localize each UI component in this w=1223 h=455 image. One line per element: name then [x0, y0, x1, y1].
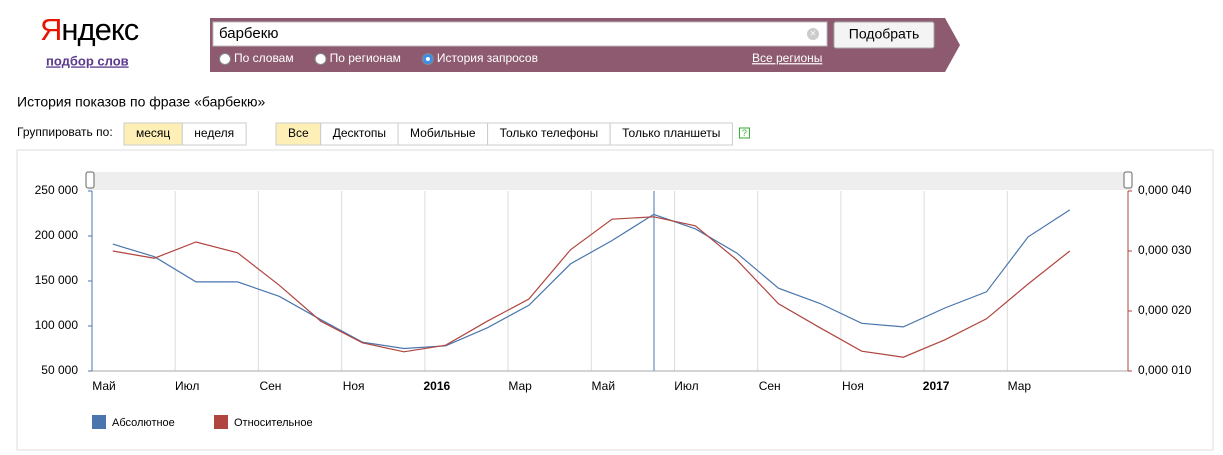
- x-tick-label: Мар: [508, 379, 532, 393]
- range-handle[interactable]: [1123, 171, 1133, 189]
- y-tick-label: 50 000: [41, 363, 78, 377]
- submit-label[interactable]: Подобрать: [849, 26, 920, 42]
- y2-tick-label: 0,000 040: [1138, 183, 1192, 197]
- y2-tick-label: 0,000 010: [1138, 363, 1192, 377]
- radio-label[interactable]: По словам: [234, 51, 294, 65]
- group-button-label[interactable]: месяц: [136, 126, 170, 140]
- x-tick-label: Мар: [1008, 379, 1032, 393]
- range-handle[interactable]: [85, 171, 95, 189]
- x-tick-label: 2017: [923, 379, 950, 393]
- radio[interactable]: [219, 53, 231, 65]
- x-tick-label: 2016: [423, 379, 450, 393]
- y-tick-label: 100 000: [35, 318, 79, 332]
- legend-swatch[interactable]: [92, 415, 106, 429]
- series-line: [112, 209, 1071, 350]
- region-link[interactable]: Все регионы: [752, 51, 822, 65]
- device-button-label[interactable]: Только планшеты: [622, 126, 720, 140]
- radio[interactable]: [314, 53, 327, 65]
- y-tick-label: 200 000: [35, 228, 79, 242]
- range-strip[interactable]: [88, 172, 1132, 190]
- device-button-label[interactable]: Только телефоны: [500, 126, 599, 140]
- x-tick-label: Сен: [259, 379, 281, 393]
- y-tick-label: 150 000: [35, 273, 79, 287]
- logo[interactable]: Яндекс: [40, 12, 140, 47]
- search-query[interactable]: барбекю: [219, 25, 279, 42]
- x-tick-label: Май: [92, 379, 116, 393]
- device-button[interactable]: [609, 122, 733, 146]
- radio-label[interactable]: История запросов: [437, 51, 538, 65]
- x-tick-label: Май: [592, 379, 616, 393]
- group-button-label[interactable]: неделя: [194, 126, 234, 140]
- history-title: История показов по фразе «барбекю»: [17, 94, 265, 110]
- radio-dot: [425, 57, 430, 61]
- x-tick-label: Ноя: [842, 379, 864, 393]
- x-tick-label: Июл: [674, 379, 698, 393]
- legend-label[interactable]: Относительное: [234, 417, 313, 429]
- group-button[interactable]: [181, 122, 247, 146]
- help-label[interactable]: ?: [742, 128, 747, 138]
- legend-swatch[interactable]: [214, 415, 228, 429]
- chart-frame: [16, 149, 1214, 451]
- y-tick-label: 250 000: [35, 183, 79, 197]
- y2-tick-label: 0,000 030: [1138, 243, 1192, 257]
- x-tick-label: Сен: [759, 379, 781, 393]
- device-button-label[interactable]: Все: [288, 126, 309, 140]
- x-tick-label: Июл: [175, 379, 199, 393]
- x-tick-label: Ноя: [343, 379, 365, 393]
- grouping-label: Группировать по:: [17, 125, 113, 139]
- radio-label[interactable]: По регионам: [330, 51, 401, 65]
- help-icon[interactable]: [738, 127, 750, 139]
- legend-label[interactable]: Абсолютное: [112, 417, 175, 429]
- y2-tick-label: 0,000 020: [1138, 303, 1192, 317]
- clear-button[interactable]: [807, 28, 819, 40]
- device-button-label[interactable]: Мобильные: [410, 126, 476, 140]
- subtitle-link[interactable]: подбор слов: [46, 53, 129, 68]
- clear-icon: ×: [810, 29, 816, 40]
- device-button-label[interactable]: Десктопы: [333, 126, 386, 140]
- submit-button[interactable]: [833, 21, 935, 49]
- search-input[interactable]: [212, 21, 828, 47]
- series-line: [112, 216, 1071, 358]
